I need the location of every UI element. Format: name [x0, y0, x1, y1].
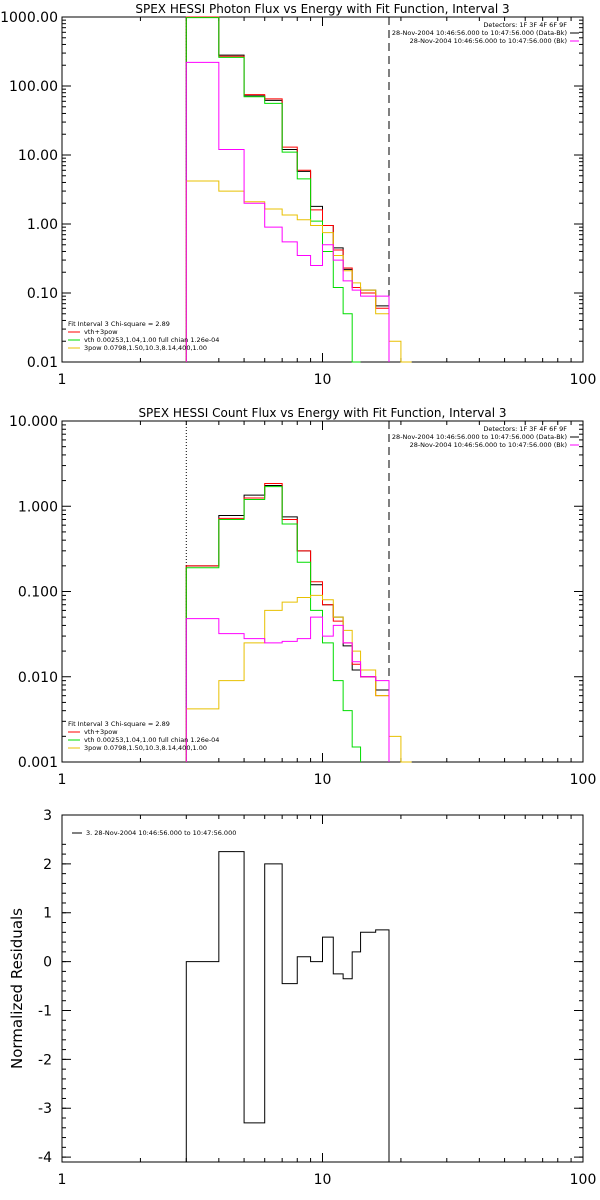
y-tick-label: 1000.00	[0, 10, 58, 26]
series-line-vth	[185, 486, 362, 762]
x-tick-label: 100	[570, 772, 597, 788]
legend-top-entry: 28-Nov-2004 10:46:56.000 to 10:47:56.000…	[392, 29, 567, 37]
series-line-data-bk	[185, 16, 390, 362]
series-line-vth	[185, 17, 361, 363]
x-tick-label: 1	[58, 1172, 67, 1188]
legend-top-entry: 28-Nov-2004 10:46:56.000 to 10:47:56.000…	[410, 37, 567, 45]
x-tick-label: 10	[314, 1172, 332, 1188]
legend-bottom-entry: 3pow 0.0798,1.50,10.3,8.14,400,1.00	[84, 744, 207, 752]
y-tick-label: -3	[38, 1101, 52, 1117]
series-line-data-bk	[185, 485, 390, 762]
legend-top-entry: 28-Nov-2004 10:46:56.000 to 10:47:56.000…	[410, 441, 567, 449]
y-tick-label: -2	[38, 1052, 52, 1068]
plot-frame	[61, 16, 584, 363]
panel-3	[61, 814, 584, 1163]
y-tick-label: 1	[43, 906, 52, 922]
legend-bottom-entry: Fit Interval 3 Chi-square = 2.89	[68, 320, 170, 328]
legend-entry: 3. 28-Nov-2004 10:46:56.000 to 10:47:56.…	[86, 829, 236, 837]
y-tick-label: 100.00	[9, 79, 58, 95]
legend-bottom-entry: Fit Interval 3 Chi-square = 2.89	[68, 720, 170, 728]
legend-top-entry: 28-Nov-2004 10:46:56.000 to 10:47:56.000…	[392, 433, 567, 441]
y-tick-label: 0.10	[27, 286, 58, 302]
y-tick-label: 1.000	[18, 499, 58, 515]
legend-top-entry: Detectors: 1F 3F 4F 6F 9F	[483, 21, 567, 29]
panel-2	[61, 420, 584, 763]
y-tick-label: 0	[43, 955, 52, 971]
legend-bottom-entry: vth+3pow	[84, 328, 118, 336]
y-tick-label: 0.100	[18, 585, 58, 601]
y-tick-label: -1	[38, 1003, 52, 1019]
x-tick-label: 1	[58, 372, 67, 388]
x-tick-label: 1	[58, 772, 67, 788]
legend-bottom-entry: vth+3pow	[84, 728, 118, 736]
series-line-vth-3pow	[185, 16, 390, 362]
chart-title: SPEX HESSI Photon Flux vs Energy with Fi…	[135, 2, 509, 16]
legend-top-entry: Detectors: 1F 3F 4F 6F 9F	[483, 425, 567, 433]
chart-title: SPEX HESSI Count Flux vs Energy with Fit…	[138, 406, 506, 420]
legend-bottom-entry: vth 0.00253,1.04,1.00 full chian 1.26e-0…	[84, 336, 219, 344]
y-tick-label: -4	[38, 1150, 52, 1166]
legend-bottom-entry: 3pow 0.0798,1.50,10.3,8.14,400,1.00	[84, 344, 207, 352]
x-tick-label: 100	[570, 1172, 597, 1188]
y-tick-label: 0.01	[27, 355, 58, 371]
x-tick-label: 10	[314, 372, 332, 388]
series-line-3pow	[185, 180, 412, 363]
y-tick-label: 10.00	[18, 148, 58, 164]
y-tick-label: 2	[43, 857, 52, 873]
y-tick-label: 0.010	[18, 670, 58, 686]
y-axis-label: Normalized Residuals	[8, 908, 26, 1069]
panel-1	[61, 16, 584, 363]
x-tick-label: 10	[314, 772, 332, 788]
y-tick-label: 0.001	[18, 755, 58, 771]
legend-bottom-entry: vth 0.00253,1.04,1.00 full chian 1.26e-0…	[84, 736, 219, 744]
series-line-vth-3pow	[185, 482, 390, 762]
y-tick-label: 1.00	[27, 217, 58, 233]
series-line-3pow	[185, 594, 412, 763]
plot-frame	[61, 814, 584, 1163]
y-tick-label: 10.000	[9, 414, 58, 430]
series-line-residuals	[185, 851, 390, 1162]
series-line-bk	[185, 616, 390, 762]
x-tick-label: 100	[570, 372, 597, 388]
series-line-bk	[185, 61, 390, 362]
y-tick-label: 3	[43, 808, 52, 824]
